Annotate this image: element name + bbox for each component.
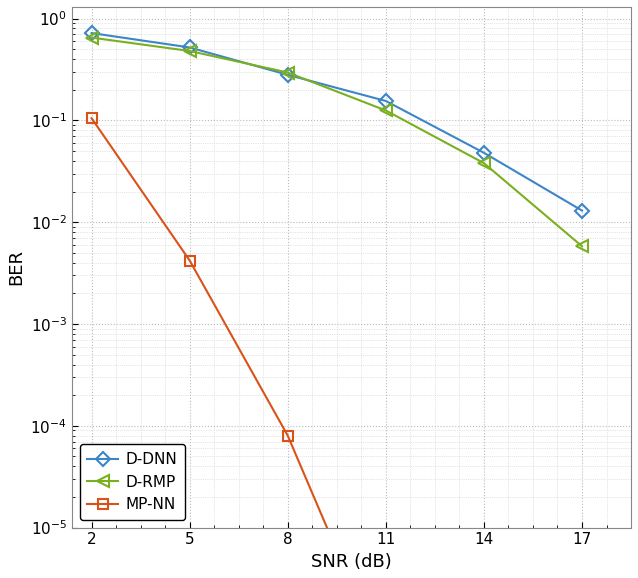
D-DNN bbox=[88, 29, 96, 36]
D-RMP bbox=[186, 47, 193, 54]
D-DNN bbox=[480, 149, 488, 156]
X-axis label: SNR (dB): SNR (dB) bbox=[311, 553, 392, 571]
MP-NN bbox=[284, 432, 292, 439]
Line: D-DNN: D-DNN bbox=[87, 28, 587, 216]
Y-axis label: BER: BER bbox=[7, 249, 25, 286]
Legend: D-DNN, D-RMP, MP-NN: D-DNN, D-RMP, MP-NN bbox=[80, 444, 185, 520]
D-RMP bbox=[578, 243, 586, 250]
D-RMP bbox=[382, 107, 390, 114]
Line: MP-NN: MP-NN bbox=[87, 113, 293, 440]
D-DNN bbox=[284, 71, 292, 78]
D-DNN bbox=[382, 98, 390, 105]
D-RMP bbox=[284, 69, 292, 76]
D-DNN bbox=[578, 207, 586, 214]
MP-NN bbox=[186, 257, 193, 264]
MP-NN bbox=[88, 115, 96, 122]
D-RMP bbox=[88, 34, 96, 41]
D-RMP bbox=[480, 160, 488, 166]
Line: D-RMP: D-RMP bbox=[86, 32, 588, 252]
D-DNN bbox=[186, 44, 193, 51]
